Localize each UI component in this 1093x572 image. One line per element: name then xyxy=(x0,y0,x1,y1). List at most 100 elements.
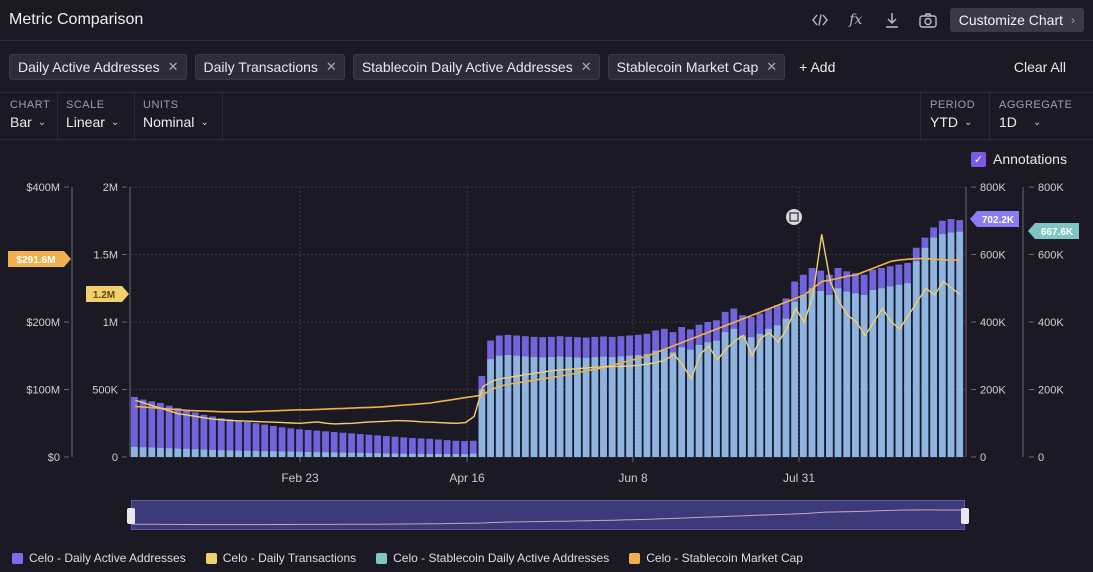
badge-market-cap-label: $291.6M xyxy=(17,255,56,266)
x-tick-label: Jun 8 xyxy=(618,471,648,485)
close-icon[interactable]: ✕ xyxy=(580,59,592,74)
bar-daily-active xyxy=(165,405,173,457)
bar-stablecoin-active xyxy=(495,355,503,457)
x-tick-label: Jul 31 xyxy=(783,471,815,485)
close-icon[interactable]: ✕ xyxy=(766,59,778,74)
bar-daily-active xyxy=(461,441,468,457)
badge-transactions: 1.2M xyxy=(86,286,129,302)
left1-tick-label: $0 xyxy=(48,452,60,464)
bar-stablecoin-active xyxy=(582,357,590,457)
range-navigator[interactable] xyxy=(131,500,966,530)
bar-daily-active xyxy=(469,440,477,457)
bar-stablecoin-active xyxy=(261,451,269,457)
legend-label: Celo - Daily Transactions xyxy=(222,551,357,565)
bar-stablecoin-active xyxy=(938,234,946,457)
period-select[interactable]: PERIOD YTD ⌄ xyxy=(920,93,975,139)
badge-stablecoin-active: 667.6K xyxy=(1028,223,1079,239)
bar-stablecoin-active xyxy=(643,354,651,457)
bar-daily-active xyxy=(409,438,416,457)
bar-stablecoin-active xyxy=(235,450,243,457)
metric-chip[interactable]: Daily Transactions ✕ xyxy=(194,54,345,80)
close-icon[interactable]: ✕ xyxy=(325,59,337,74)
bar-stablecoin-active xyxy=(409,453,416,457)
bar-stablecoin-active xyxy=(869,289,877,457)
camera-icon[interactable] xyxy=(918,10,938,30)
bar-daily-active xyxy=(322,431,329,457)
control-separator xyxy=(989,93,990,139)
formula-icon[interactable]: fx xyxy=(849,12,863,28)
bar-stablecoin-active xyxy=(895,284,903,457)
legend-swatch xyxy=(376,552,388,564)
bar-stablecoin-active xyxy=(417,453,425,457)
bar-stablecoin-active xyxy=(669,352,677,457)
period-value: YTD xyxy=(930,114,958,130)
chart-badges: $291.6M 1.2M 702.2K 667.6K xyxy=(8,211,1079,302)
chevron-down-icon: ⌄ xyxy=(200,116,209,128)
controls-divider xyxy=(0,139,1093,140)
bar-daily-active xyxy=(191,412,199,457)
bar-stablecoin-active xyxy=(252,450,260,457)
bar-daily-active xyxy=(330,432,338,457)
bar-stablecoin-active xyxy=(469,453,477,457)
bar-stablecoin-active xyxy=(591,357,599,457)
right2-tick-label: 800K xyxy=(1038,182,1064,194)
units-select[interactable]: UNITS Nominal ⌄ xyxy=(133,93,209,139)
add-metric-button[interactable]: + Add xyxy=(799,59,836,75)
bar-stablecoin-active xyxy=(435,453,442,457)
bar-stablecoin-active xyxy=(322,452,329,457)
bar-daily-active xyxy=(400,437,408,457)
annotation-pin-marker xyxy=(786,209,802,225)
range-handle-left[interactable] xyxy=(127,508,135,524)
legend-item[interactable]: Celo - Stablecoin Daily Active Addresses xyxy=(376,551,609,565)
control-separator xyxy=(134,93,135,139)
legend-item[interactable]: Celo - Stablecoin Market Cap xyxy=(629,551,803,565)
bar-daily-active xyxy=(374,435,382,457)
bar-stablecoin-active xyxy=(878,288,885,457)
range-handle-right[interactable] xyxy=(961,508,969,524)
bar-stablecoin-active xyxy=(730,328,738,457)
metric-chip[interactable]: Stablecoin Daily Active Addresses ✕ xyxy=(352,54,600,80)
chart-lines xyxy=(135,209,962,425)
close-icon[interactable]: ✕ xyxy=(167,59,179,74)
legend-item[interactable]: Celo - Daily Transactions xyxy=(205,551,357,565)
metric-chips: Daily Active Addresses ✕ Daily Transacti… xyxy=(0,52,1093,82)
chart-type-select[interactable]: CHART Bar ⌄ xyxy=(0,93,50,139)
checkbox-icon[interactable]: ✓ xyxy=(971,151,986,167)
download-icon[interactable] xyxy=(882,10,902,30)
annotations-toggle[interactable]: ✓ Annotations xyxy=(971,151,1067,167)
bar-stablecoin-active xyxy=(747,337,755,457)
bar-stablecoin-active xyxy=(348,452,355,457)
left2-tick-label: 500K xyxy=(92,385,118,397)
metric-chip[interactable]: Stablecoin Market Cap ✕ xyxy=(607,54,786,80)
left1-tick-label: $400M xyxy=(26,182,60,194)
bar-stablecoin-active xyxy=(600,356,607,457)
bar-stablecoin-active xyxy=(808,288,816,457)
bar-daily-active xyxy=(348,433,355,457)
bar-daily-active xyxy=(356,434,364,457)
legend-swatch xyxy=(12,552,23,564)
line-daily-transactions xyxy=(135,234,962,425)
bar-daily-active xyxy=(217,418,225,457)
bars-stablecoin-active xyxy=(131,231,964,457)
left2-tick-label: 0 xyxy=(112,452,118,464)
control-separator xyxy=(920,93,921,139)
bar-daily-active xyxy=(452,440,460,457)
bar-stablecoin-active xyxy=(400,453,408,457)
scale-select[interactable]: SCALE Linear ⌄ xyxy=(56,93,119,139)
clear-all-button[interactable]: Clear All xyxy=(1013,59,1066,75)
metric-chip[interactable]: Daily Active Addresses ✕ xyxy=(9,54,187,80)
bar-daily-active xyxy=(417,438,425,457)
right2-tick-label: 600K xyxy=(1038,250,1064,262)
bar-stablecoin-active xyxy=(426,453,434,457)
bar-daily-active xyxy=(243,421,251,457)
aggregate-select[interactable]: AGGREGATE 1D ⌄ xyxy=(989,93,1072,139)
bar-stablecoin-active xyxy=(270,451,277,457)
bar-stablecoin-active xyxy=(513,355,521,457)
bar-stablecoin-active xyxy=(139,447,147,457)
bar-daily-active xyxy=(435,439,442,457)
bar-stablecoin-active xyxy=(826,295,833,457)
legend-item[interactable]: Celo - Daily Active Addresses xyxy=(12,551,186,565)
customize-chart-button[interactable]: Customize Chart › xyxy=(949,8,1084,32)
code-icon[interactable] xyxy=(810,10,830,30)
bar-stablecoin-active xyxy=(504,355,512,457)
